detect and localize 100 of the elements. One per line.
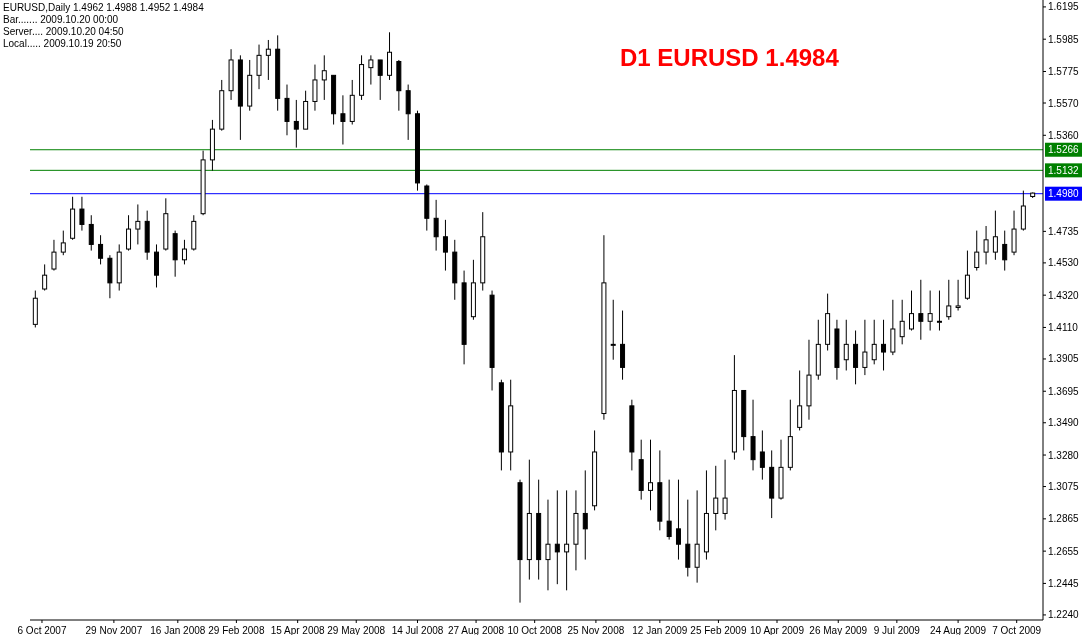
candlestick (750, 399, 756, 471)
candlestick (936, 290, 942, 332)
x-tick-label: 25 Feb 2009 (690, 624, 747, 635)
x-tick-label: 10 Oct 2008 (507, 624, 563, 635)
candlestick (620, 310, 626, 381)
candlestick (927, 290, 933, 332)
candlestick (60, 230, 66, 256)
candlestick (442, 219, 448, 272)
candlestick (377, 59, 383, 101)
annotation: Local..... 2009.10.19 20:50 (3, 38, 122, 49)
candlestick (694, 489, 700, 584)
candlestick (293, 99, 299, 149)
ref-line-label: 1.4980 (1048, 188, 1080, 200)
y-tick-label: 1.3695 (1048, 385, 1080, 397)
y-tick-label: 1.4110 (1048, 321, 1079, 333)
candlestick (881, 319, 887, 371)
candlestick (368, 54, 374, 86)
candlestick (685, 499, 691, 577)
candlestick (582, 469, 588, 561)
candlestick (321, 54, 327, 101)
y-tick-label: 1.5570 (1048, 97, 1080, 109)
candlestick (181, 239, 187, 265)
x-tick-label: 12 Jan 2009 (632, 624, 688, 635)
candlestick (992, 210, 998, 261)
y-tick-label: 1.6195 (1048, 1, 1080, 13)
candlestick (899, 299, 905, 345)
candlestick (797, 369, 803, 431)
candlestick (666, 479, 672, 541)
y-tick-label: 1.4530 (1048, 257, 1080, 269)
candlestick (387, 31, 393, 81)
candlestick (564, 489, 570, 591)
candlestick (284, 84, 290, 136)
candlestick (88, 214, 94, 252)
x-tick-label: 24 Aug 2009 (930, 624, 987, 635)
candlestick (722, 459, 728, 521)
annotation: EURUSD,Daily 1.4962 1.4988 1.4952 1.4984 (3, 2, 205, 13)
ref-line-label: 1.5266 (1048, 144, 1080, 156)
x-tick-label: 9 Jul 2009 (873, 624, 921, 635)
x-tick-label: 29 Feb 2008 (208, 624, 265, 635)
x-tick-label: 10 Apr 2009 (750, 624, 805, 635)
candlestick (51, 239, 57, 272)
candlestick (1002, 230, 1008, 272)
candlestick (1020, 190, 1026, 232)
y-tick-label: 1.2865 (1048, 513, 1080, 525)
y-tick-label: 1.4735 (1048, 225, 1080, 237)
x-tick-label: 27 Aug 2008 (447, 624, 505, 635)
candlestick (918, 279, 924, 341)
candlestick (98, 234, 104, 265)
y-tick-label: 1.3490 (1048, 417, 1080, 429)
candlestick (312, 64, 318, 112)
y-tick-label: 1.3280 (1048, 449, 1080, 461)
y-tick-label: 1.2240 (1048, 609, 1080, 621)
candlestick (42, 263, 48, 292)
candlestick (610, 299, 616, 361)
y-tick-label: 1.4320 (1048, 289, 1080, 301)
candlestick (256, 44, 262, 90)
candlestick (405, 84, 411, 141)
candlestick (554, 489, 560, 585)
x-tick-label: 15 Apr 2008 (270, 624, 326, 635)
candlestick (983, 225, 989, 265)
candlestick (974, 230, 980, 272)
x-tick-label: 29 May 2008 (327, 624, 386, 635)
candlestick (890, 299, 896, 356)
x-tick-label: 6 Oct 2007 (17, 624, 67, 635)
y-tick-label: 1.3905 (1048, 353, 1080, 365)
y-tick-label: 1.5985 (1048, 33, 1080, 45)
y-tick-label: 1.3075 (1048, 481, 1080, 493)
candlestick (648, 439, 654, 511)
x-tick-label: 7 Oct 2009 (992, 624, 1042, 635)
y-tick-label: 1.2655 (1048, 545, 1080, 557)
candlestick (79, 196, 85, 232)
candlestick (759, 429, 765, 481)
annotation: Server.... 2009.10.20 04:50 (3, 26, 125, 37)
candlestick (843, 319, 849, 371)
candlestick (126, 214, 132, 252)
candlestick (946, 279, 952, 321)
candlestick (675, 479, 681, 561)
candlestick (853, 330, 859, 385)
x-tick-label: 29 Nov 2007 (85, 624, 143, 635)
text: D1 EURUSD 1.4984 (620, 44, 840, 71)
y-tick-label: 1.2445 (1048, 577, 1080, 589)
x-tick-label: 14 Jul 2008 (391, 624, 444, 635)
ref-line-label: 1.5132 (1048, 164, 1080, 176)
candlestick (265, 39, 271, 81)
candlestick (135, 203, 141, 245)
candlestick (909, 290, 914, 332)
candlestick (1011, 210, 1017, 256)
candlestick (955, 279, 961, 312)
candlestick (713, 465, 719, 531)
candlestick (862, 319, 868, 376)
candlestick (545, 499, 551, 591)
candlestick (340, 94, 346, 146)
candlestick (433, 199, 439, 252)
candlestick (154, 243, 159, 288)
candlestick (964, 250, 970, 301)
x-tick-label: 16 Jan 2008 (150, 624, 206, 635)
annotation: Bar....... 2009.10.20 00:00 (3, 14, 119, 25)
y-tick-label: 1.5775 (1048, 65, 1080, 77)
candlestick (871, 319, 877, 365)
x-tick-label: 25 Nov 2008 (567, 624, 625, 635)
